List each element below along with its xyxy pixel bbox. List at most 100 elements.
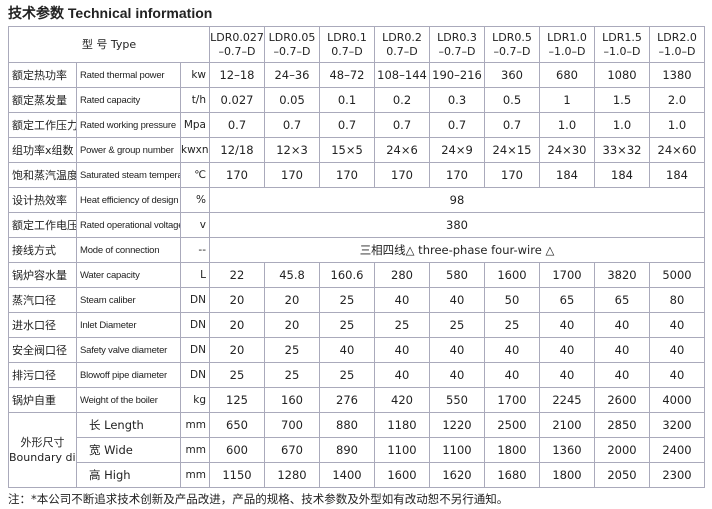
model-cell: LDR0.027 –0.7–D xyxy=(209,26,265,63)
value-cell: 40 xyxy=(429,337,485,363)
model-cell: LDR1.5 –1.0–D xyxy=(594,26,650,63)
label-cn: 锅炉容水量 xyxy=(8,262,77,288)
value-cell: 25 xyxy=(319,362,375,388)
model-suffix: –0.7–D xyxy=(218,44,256,58)
unit: % xyxy=(180,187,210,213)
value-cell: 0.5 xyxy=(484,87,540,113)
label-cn: 安全阀口径 xyxy=(8,337,77,363)
value-cell: 170 xyxy=(209,162,265,188)
value-cell: 24×60 xyxy=(649,137,705,163)
model-cell: LDR0.1 0.7–D xyxy=(319,26,375,63)
label-cn: 组功率x组数 xyxy=(8,137,77,163)
unit: v xyxy=(180,212,210,238)
value-cell: 2600 xyxy=(594,387,650,413)
value-cell: 0.1 xyxy=(319,87,375,113)
dimension-sub-cn: 长 xyxy=(89,418,101,432)
model-name: LDR0.027 xyxy=(210,30,264,44)
value-cell: 40 xyxy=(649,362,705,388)
model-name: LDR0.2 xyxy=(382,30,422,44)
model-suffix: –0.7–D xyxy=(493,44,531,58)
spec-row: 进水口径 Inlet Diameter DN 20 20 25 25 25 25 40 40 40 xyxy=(8,312,705,338)
value-cell: 880 xyxy=(319,412,375,438)
value-cell: 24×6 xyxy=(374,137,430,163)
label-cn: 饱和蒸汽温度 xyxy=(8,162,77,188)
dimension-sub-en: Wide xyxy=(104,443,133,457)
model-name: LDR0.5 xyxy=(492,30,532,44)
label-en: Power & group number xyxy=(76,137,181,163)
value-cell: 40 xyxy=(539,362,595,388)
label-en: Rated working pressure xyxy=(76,112,181,138)
value-cell: 40 xyxy=(484,337,540,363)
value-cell: 40 xyxy=(539,337,595,363)
value-cell: 40 xyxy=(539,312,595,338)
value-cell: 2000 xyxy=(594,437,650,463)
value-cell: 24×30 xyxy=(539,137,595,163)
value-cell: 80 xyxy=(649,287,705,313)
dimension-sub-en: High xyxy=(104,468,131,482)
dimension-row: 宽 Wide mm 600 670 890 1100 1100 1800 1360 2000 240… xyxy=(9,437,705,463)
value-cell: 25 xyxy=(429,312,485,338)
value-cell: 1620 xyxy=(429,462,485,488)
label-en: Safety valve diameter xyxy=(76,337,181,363)
value-cell: 65 xyxy=(539,287,595,313)
value-cell: 580 xyxy=(429,262,485,288)
value-cell: 184 xyxy=(649,162,705,188)
value-cell: 1.0 xyxy=(594,112,650,138)
value-cell: 0.3 xyxy=(429,87,485,113)
model-name: LDR1.5 xyxy=(602,30,642,44)
dimension-sub-cn: 高 xyxy=(89,468,101,482)
label-en: Rated thermal power xyxy=(76,62,181,88)
value-cell: 0.7 xyxy=(374,112,430,138)
value-cell: 1600 xyxy=(374,462,430,488)
value-cell: 2850 xyxy=(594,412,650,438)
value-cell: 1700 xyxy=(539,262,595,288)
label-cn: 额定热功率 xyxy=(8,62,77,88)
value-cell: 33×32 xyxy=(594,137,650,163)
dimension-row: 高 High mm 1150 1280 1400 1600 1620 1680 1800 2050… xyxy=(9,462,705,488)
label-cn: 锅炉自重 xyxy=(8,387,77,413)
model-cell: LDR0.5 –0.7–D xyxy=(484,26,540,63)
dimension-en: Boundary dimension xyxy=(9,451,76,464)
value-cell: 1100 xyxy=(374,437,430,463)
unit: kwxn xyxy=(180,137,210,163)
value-cell: 25 xyxy=(484,312,540,338)
value-cell: 25 xyxy=(264,337,320,363)
unit: kw xyxy=(180,62,210,88)
value-cell: 1700 xyxy=(484,387,540,413)
value-cell: 2100 xyxy=(539,412,595,438)
value-cell: 1180 xyxy=(374,412,430,438)
model-name: LDR0.1 xyxy=(327,30,367,44)
spec-row: 接线方式 Mode of connection -- 三相四线△ three-phas… xyxy=(8,237,705,263)
value-cell: 380 xyxy=(209,212,705,238)
value-cell: 420 xyxy=(374,387,430,413)
value-cell: 4000 xyxy=(649,387,705,413)
value-cell: 2245 xyxy=(539,387,595,413)
value-cell: 276 xyxy=(319,387,375,413)
value-cell: 40 xyxy=(319,337,375,363)
value-cell: 40 xyxy=(374,337,430,363)
label-cn: 进水口径 xyxy=(8,312,77,338)
title: 技术参数 Technical information xyxy=(8,5,213,21)
model-cell: LDR2.0 –1.0–D xyxy=(649,26,705,63)
spec-row: 额定蒸发量 Rated capacity t/h 0.027 0.05 0.1 0.2 0.3… xyxy=(8,87,705,113)
model-suffix: 0.7–D xyxy=(386,44,418,58)
value-cell: 20 xyxy=(209,337,265,363)
value-cell: 184 xyxy=(594,162,650,188)
spec-row: 排污口径 Blowoff pipe diameter DN 25 25 25 40 40 40 4… xyxy=(8,362,705,388)
label-en: Heat efficiency of design xyxy=(76,187,181,213)
dimension-sub-label: 高 High xyxy=(76,462,181,488)
unit: ℃ xyxy=(180,162,210,188)
footnote: 注：*本公司不断追求技术创新及产品改进，产品的规格、技术参数及外型如有改动恕不另… xyxy=(8,492,509,506)
value-cell: 45.8 xyxy=(264,262,320,288)
value-cell: 12/18 xyxy=(209,137,265,163)
label-en: Water capacity xyxy=(76,262,181,288)
spec-table: 型 号 Type LDR0.027 –0.7–D LDR0.05 –0.7–D LDR0.… xyxy=(8,26,705,488)
value-cell: 40 xyxy=(429,362,485,388)
value-cell: 1400 xyxy=(319,462,375,488)
value-cell: 1800 xyxy=(484,437,540,463)
type-header: 型 号 Type xyxy=(8,26,210,63)
type-header-cn: 型 号 xyxy=(81,37,108,51)
model-suffix: –1.0–D xyxy=(603,44,641,58)
